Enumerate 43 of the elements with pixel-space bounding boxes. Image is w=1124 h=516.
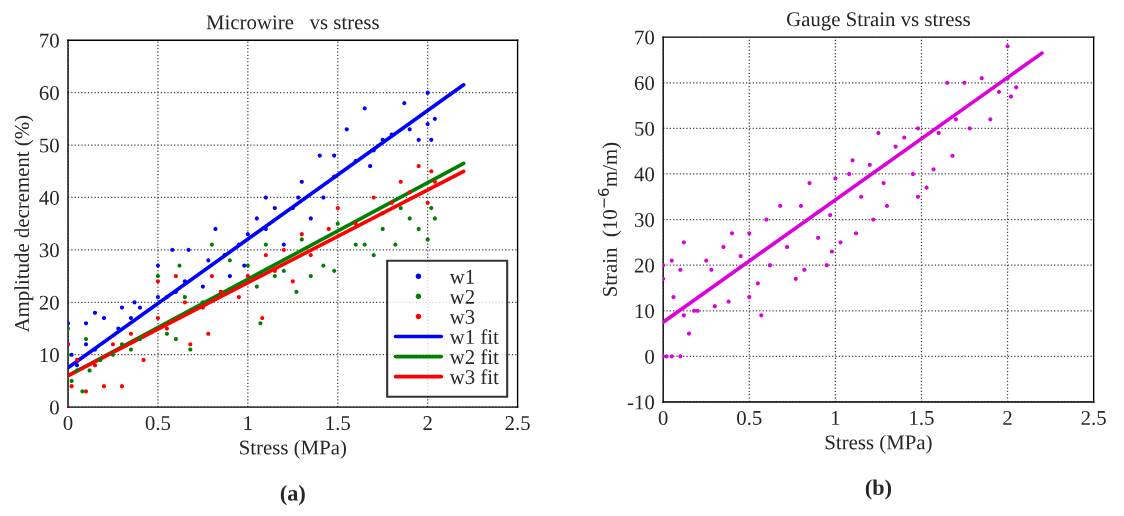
y-tick-label: 20 bbox=[634, 258, 655, 273]
chart-title: Gauge Strain vs stress bbox=[786, 12, 970, 31]
legend-label: w2 bbox=[449, 289, 474, 304]
y-tick-label: 30 bbox=[39, 243, 59, 258]
legend-label: w2 fit bbox=[449, 349, 499, 365]
legend-label: w3 bbox=[449, 309, 475, 324]
x-tick-label: 1.5 bbox=[326, 416, 350, 431]
y-tick-label: 40 bbox=[39, 190, 59, 205]
y-tick-label: -10 bbox=[627, 395, 655, 410]
y-tick-label: 50 bbox=[635, 121, 655, 136]
text: (a) bbox=[280, 485, 305, 506]
chart-title: Microwire vs stress bbox=[206, 15, 379, 30]
y-tick-label: 60 bbox=[634, 76, 655, 91]
legend-label: w1 bbox=[449, 269, 474, 284]
x-tick-label: 2 bbox=[1003, 410, 1012, 425]
y-tick-label: 50 bbox=[40, 138, 59, 153]
y-tick-label: 10 bbox=[635, 304, 655, 319]
y-tick-label: 30 bbox=[634, 212, 655, 227]
y-axis-title: Strain (10$^{−6}$m/m) bbox=[597, 142, 622, 296]
legend-label: w1 fit bbox=[449, 329, 499, 345]
y-tick-label: 0 bbox=[645, 349, 655, 364]
x-tick-label: 1 bbox=[244, 416, 252, 430]
y-tick-label: 40 bbox=[634, 167, 655, 182]
x-tick-label: 0 bbox=[63, 416, 73, 431]
x-tick-label: 2.5 bbox=[1081, 410, 1106, 426]
x-tick-label: 1.5 bbox=[910, 411, 934, 426]
y-tick-label: 10 bbox=[40, 348, 59, 363]
text: (b) bbox=[865, 479, 892, 500]
x-tick-label: 0.5 bbox=[145, 416, 171, 431]
y-tick-label: 70 bbox=[40, 33, 59, 48]
x-axis-title: Stress (MPa) bbox=[240, 439, 346, 459]
y-tick-label: 70 bbox=[635, 30, 655, 45]
x-tick-label: 2 bbox=[423, 416, 432, 430]
legend-label: w3 fit bbox=[449, 369, 499, 385]
y-tick-label: 0 bbox=[50, 400, 59, 415]
x-tick-label: 0 bbox=[658, 410, 668, 425]
y-tick-label: 20 bbox=[39, 295, 59, 310]
y-tick-label: 60 bbox=[39, 86, 59, 101]
x-tick-label: 0.5 bbox=[737, 410, 762, 426]
x-tick-label: 1 bbox=[831, 411, 840, 425]
x-axis-title: Stress (MPa) bbox=[825, 434, 932, 454]
x-tick-label: 2.5 bbox=[505, 416, 530, 431]
y-axis-title: Amplitude decrement (%) bbox=[14, 115, 34, 333]
